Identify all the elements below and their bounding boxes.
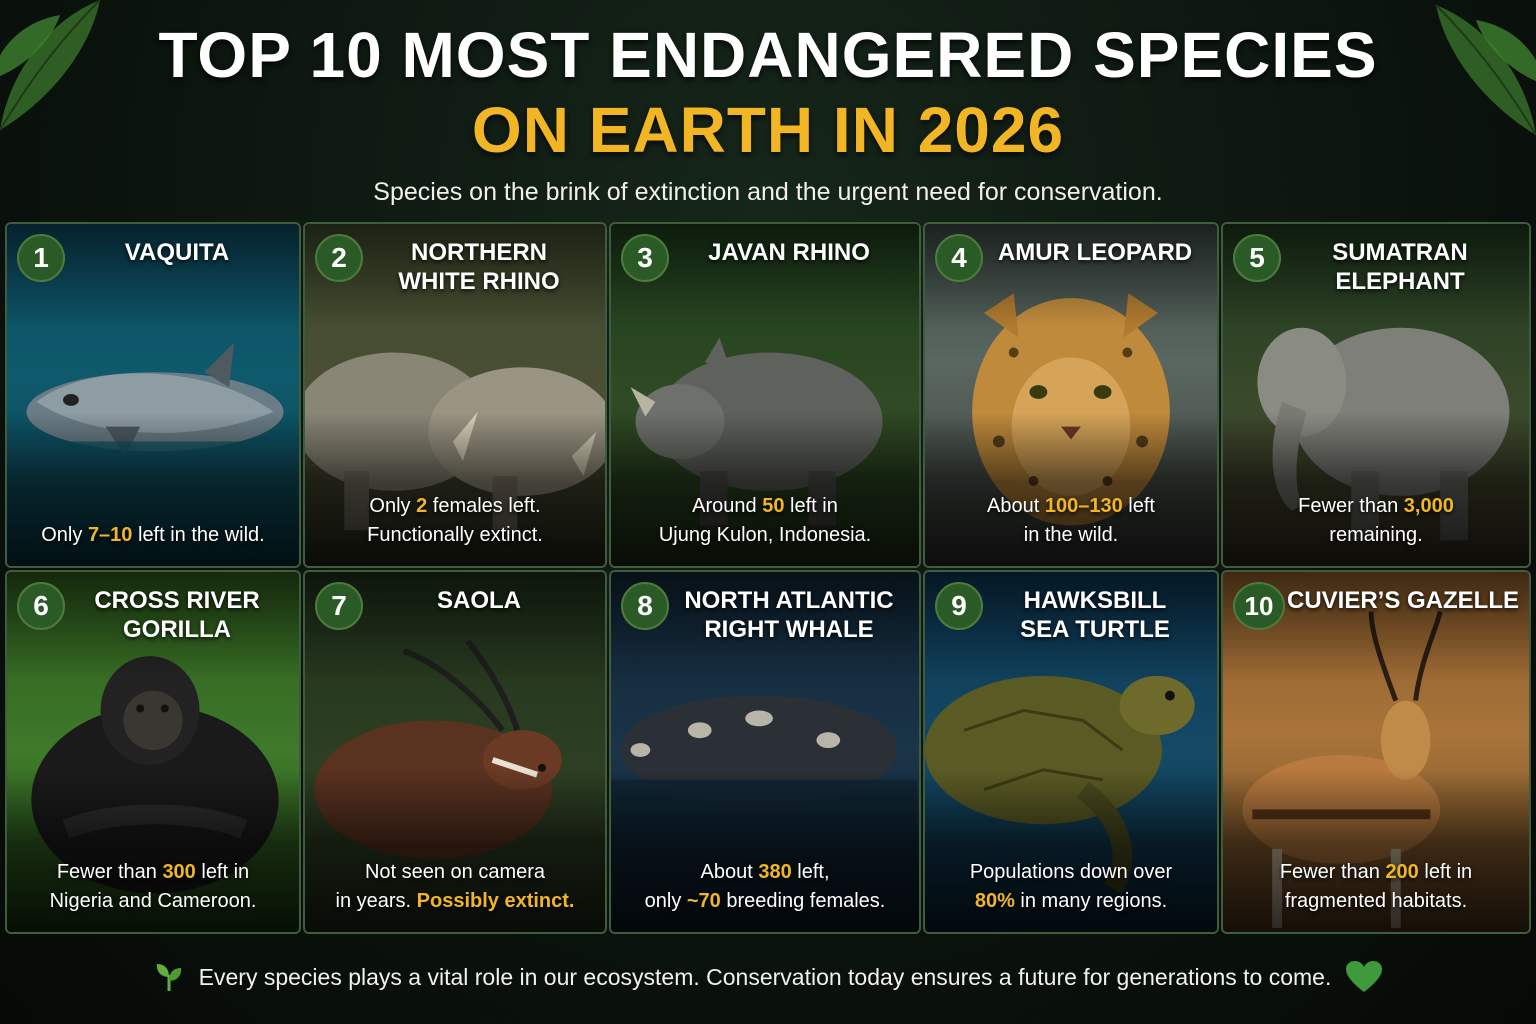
rank-badge: 5: [1233, 234, 1281, 282]
footer-text: Every species plays a vital role in our …: [198, 963, 1332, 990]
species-fact: Only 7–10 left in the wild.: [41, 524, 265, 546]
species-name: AMUR LEOPARD: [997, 239, 1193, 266]
species-card-8: 8 NORTH ATLANTIC RIGHT WHALE About 380 left…: [609, 570, 921, 934]
species-name: HAWKSBILL SEA TURTLE: [1020, 587, 1170, 643]
leaf-decoration-left: [0, 0, 101, 131]
species-fact: Fewer than 300 left in Nigeria and Camero…: [49, 861, 257, 912]
species-card-10: 10 CUVIER’S GAZELLE Fewer than 200 left in…: [1221, 570, 1531, 934]
rank-badge: 7: [315, 582, 363, 630]
header: TOP 10 MOST ENDANGERED SPECIES ON EARTH …: [0, 0, 1536, 208]
species-name: NORTHERN WHITE RHINO: [398, 239, 560, 295]
rank-badge: 2: [315, 234, 363, 282]
species-card-3: 3 JAVAN RHINO Around 50 left in Ujung Kulon…: [609, 222, 921, 568]
species-card-6: 6 CROSS RIVER GORILLA Fewer than 300 left i…: [5, 570, 301, 934]
species-fact: Only 2 females left. Functionally extinct…: [367, 495, 543, 546]
species-name: CUVIER’S GAZELLE: [1286, 587, 1520, 614]
species-card-2: 2 NORTHERN WHITE RHINO Only 2 females left.…: [303, 222, 607, 568]
species-fact: About 100–130 left in the wild.: [987, 495, 1155, 546]
species-name: NORTH ATLANTIC RIGHT WHALE: [684, 587, 894, 643]
heart-icon: [1346, 961, 1383, 992]
rank-badge: 8: [621, 582, 669, 630]
species-grid: 1 VAQUITA Only 7–10 left in the wild. 2 NORT…: [5, 222, 1531, 934]
species-name: CROSS RIVER GORILLA: [94, 587, 260, 643]
species-card-7: 7 SAOLA Not seen on camera in years. Possib…: [303, 570, 607, 934]
rank-badge: 1: [17, 234, 65, 282]
species-fact: Not seen on camera in years. Possibly ext…: [335, 861, 575, 912]
species-name: VAQUITA: [124, 239, 230, 266]
footer: Every species plays a vital role in our …: [0, 952, 1536, 1002]
species-card-5: 5 SUMATRAN ELEPHANT Fewer than 3,000 remaini…: [1221, 222, 1531, 568]
species-fact: Fewer than 3,000 remaining.: [1298, 495, 1454, 546]
species-card-1: 1 VAQUITA Only 7–10 left in the wild.: [5, 222, 301, 568]
rank-badge: 6: [17, 582, 65, 630]
species-card-4: 4 AMUR LEOPARD About 100–130 left in the wi…: [923, 222, 1219, 568]
species-name: JAVAN RHINO: [708, 239, 870, 266]
rank-badge: 4: [935, 234, 983, 282]
species-fact: Fewer than 200 left in fragmented habitat…: [1279, 861, 1473, 912]
species-fact: Populations down over 80% in many regions…: [969, 861, 1173, 912]
species-name: SAOLA: [437, 587, 521, 614]
rank-badge: 10: [1233, 582, 1285, 630]
species-fact: About 380 left, only ~70 breeding females…: [644, 861, 886, 912]
species-fact: Around 50 left in Ujung Kulon, Indonesia.: [658, 495, 872, 546]
title-line-2: ON EARTH IN 2026: [471, 94, 1065, 166]
rank-badge: 3: [621, 234, 669, 282]
title-line-1: TOP 10 MOST ENDANGERED SPECIES: [158, 19, 1378, 91]
subtitle: Species on the brink of extinction and t…: [373, 178, 1163, 206]
rank-badge: 9: [935, 582, 983, 630]
leaf-decoration-right: [1435, 4, 1536, 136]
species-name: SUMATRAN ELEPHANT: [1332, 239, 1468, 295]
species-card-9: 9 HAWKSBILL SEA TURTLE Populations down ove…: [923, 570, 1219, 934]
sprout-icon: [156, 964, 181, 991]
